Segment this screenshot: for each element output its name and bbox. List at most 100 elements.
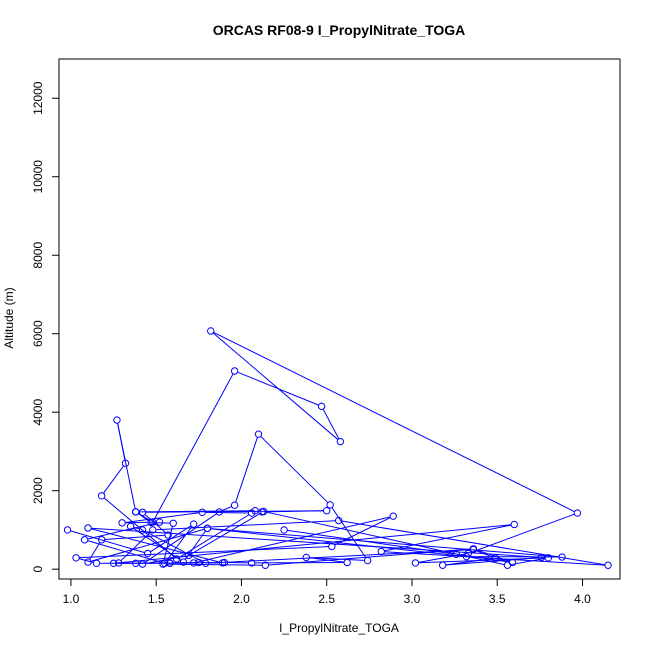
x-tick-label: 2.0 xyxy=(233,592,250,606)
x-tick-label: 1.5 xyxy=(148,592,165,606)
data-point xyxy=(326,501,334,509)
series-line-segment xyxy=(153,373,234,520)
series-line-segment xyxy=(341,520,605,566)
data-point xyxy=(452,550,460,558)
data-point xyxy=(230,367,239,375)
data-point xyxy=(573,509,582,517)
series-line-segment xyxy=(384,524,512,552)
series-line-segment xyxy=(132,527,182,561)
data-point xyxy=(328,542,336,551)
data-point xyxy=(491,554,500,562)
data-point xyxy=(195,558,203,567)
data-point xyxy=(84,524,92,532)
y-tick-label: 6000 xyxy=(31,320,45,347)
data-point xyxy=(247,559,256,567)
data-point xyxy=(92,559,101,567)
data-point xyxy=(84,558,92,566)
series-line-segment xyxy=(213,331,575,513)
series-line-segment xyxy=(445,558,493,566)
series-line-segment xyxy=(163,526,173,562)
series-line-segment xyxy=(212,332,339,440)
series-line-segment xyxy=(184,530,206,560)
series-line-segment xyxy=(287,529,454,555)
series-line-segment xyxy=(103,465,125,494)
series-line-segment xyxy=(166,526,193,562)
data-point xyxy=(72,554,80,562)
x-tick-label: 2.5 xyxy=(318,592,335,606)
y-tick-label: 12000 xyxy=(31,81,45,115)
series-line-segment xyxy=(196,516,391,563)
data-point xyxy=(261,561,270,569)
data-point xyxy=(230,501,239,509)
data-point xyxy=(438,561,447,569)
data-point xyxy=(169,519,177,527)
data-point xyxy=(143,549,152,558)
y-tick-label: 2000 xyxy=(31,477,45,504)
series-line-segment xyxy=(210,528,559,558)
data-point xyxy=(138,560,147,568)
data-point xyxy=(190,559,198,567)
data-point xyxy=(537,553,546,562)
data-point xyxy=(114,559,123,567)
data-point xyxy=(159,560,167,568)
data-point xyxy=(207,327,215,335)
data-point xyxy=(343,558,351,567)
data-point xyxy=(97,536,106,544)
series-line-segment xyxy=(138,510,252,513)
data-point xyxy=(126,522,135,531)
data-point xyxy=(377,547,385,556)
data-point xyxy=(147,518,155,527)
data-point xyxy=(254,430,263,438)
series-line-segment xyxy=(322,408,340,440)
series-line-segment xyxy=(191,512,262,555)
data-point xyxy=(184,551,193,560)
y-axis: 0 2000 4000 6000 8000 10000 12000 xyxy=(31,81,60,573)
series-line-segment xyxy=(133,526,140,530)
series-line-segment xyxy=(459,554,510,563)
data-point xyxy=(190,520,198,528)
data-point xyxy=(215,508,223,516)
series-line-segment xyxy=(384,551,605,566)
data-point xyxy=(118,519,126,527)
series-line-segment xyxy=(309,557,365,561)
series-line-segment xyxy=(155,520,336,531)
data-point xyxy=(113,416,121,424)
data-point xyxy=(121,459,130,467)
x-tick-label: 3.0 xyxy=(404,592,421,606)
data-point xyxy=(80,536,89,544)
data-point xyxy=(317,402,326,411)
data-point xyxy=(149,526,157,534)
series-line-segment xyxy=(87,522,157,540)
data-point xyxy=(203,524,212,533)
data-point xyxy=(132,508,140,516)
data-point xyxy=(166,559,174,567)
x-tick-label: 1.0 xyxy=(63,592,80,606)
y-tick-label: 4000 xyxy=(31,399,45,426)
data-point xyxy=(363,556,372,565)
x-tick-label: 4.0 xyxy=(574,592,591,606)
data-point xyxy=(280,526,288,534)
data-point xyxy=(323,507,331,515)
plot-frame xyxy=(58,58,621,580)
data-point xyxy=(411,559,420,567)
data-point xyxy=(132,559,140,567)
series-line-segment xyxy=(260,436,329,503)
series-line-segment xyxy=(90,528,220,563)
data-point xyxy=(251,507,259,515)
series-line-segment xyxy=(205,511,249,514)
series-line-segment xyxy=(90,528,205,562)
data-point xyxy=(63,526,72,534)
data-point xyxy=(604,561,612,569)
data-point xyxy=(336,437,345,446)
series-line-segment xyxy=(265,510,324,513)
series-line-segment xyxy=(445,557,539,566)
series-line-segment xyxy=(125,521,157,524)
data-point xyxy=(155,518,164,526)
data-point xyxy=(334,516,343,525)
y-axis-label: Altitude (m) xyxy=(2,287,16,348)
y-tick-label: 8000 xyxy=(31,242,45,269)
series-line-segment xyxy=(145,530,204,563)
x-axis-label: I_PropylNitrate_TOGA xyxy=(279,621,399,635)
data-point xyxy=(164,531,172,539)
data-point xyxy=(198,508,206,516)
